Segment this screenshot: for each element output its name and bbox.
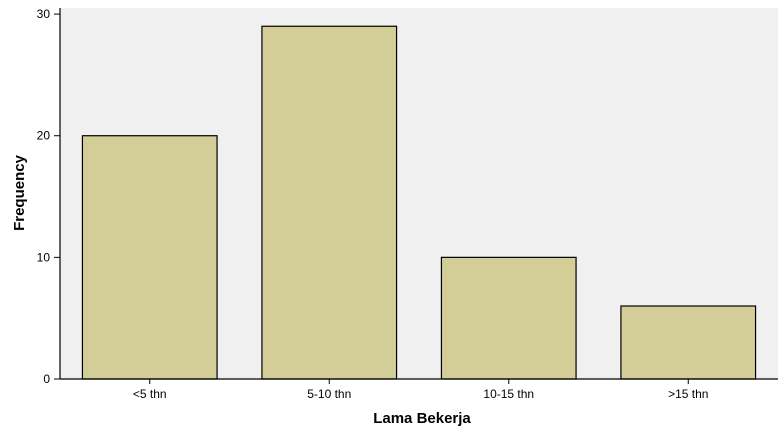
y-tick-label-2: 20 bbox=[37, 129, 51, 143]
bars-group bbox=[81, 25, 757, 380]
y-tick-label-1: 10 bbox=[37, 250, 51, 264]
x-axis-title: Lama Bekerja bbox=[373, 410, 471, 427]
y-axis-ticks: 0 10 20 30 bbox=[37, 7, 60, 386]
y-tick-label-0: 0 bbox=[43, 372, 50, 386]
bar-3 bbox=[620, 305, 757, 380]
x-axis-ticks: <5 thn 5-10 thn 10-15 thn >15 thn bbox=[133, 379, 708, 401]
y-tick-label-3: 30 bbox=[37, 7, 51, 21]
x-tick-label-1: 5-10 thn bbox=[307, 387, 351, 401]
x-tick-label-3: >15 thn bbox=[668, 387, 708, 401]
bar-1 bbox=[261, 25, 398, 380]
y-axis-title: Frequency bbox=[11, 154, 28, 231]
bar-0 bbox=[81, 135, 218, 380]
x-tick-label-2: 10-15 thn bbox=[483, 387, 534, 401]
x-tick-label-0: <5 thn bbox=[133, 387, 167, 401]
bar-2 bbox=[440, 256, 577, 380]
